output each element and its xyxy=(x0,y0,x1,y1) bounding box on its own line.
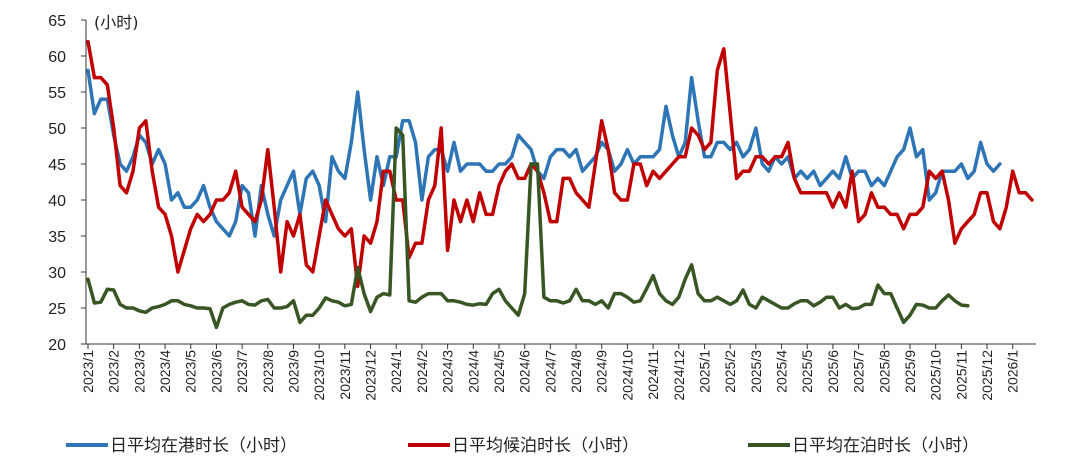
x-tick-label: 2023/6 xyxy=(208,350,224,393)
x-tick-label: 2023/7 xyxy=(234,350,250,393)
x-tick-label: 2025/12 xyxy=(979,350,995,401)
x-tick-label: 2025/8 xyxy=(876,350,892,393)
legend-label-berth-time: 日平均在泊时长（小时） xyxy=(792,436,979,456)
y-tick-label: 45 xyxy=(48,157,66,174)
x-tick-label: 2023/12 xyxy=(363,350,379,401)
x-tick-label: 2024/10 xyxy=(619,350,635,401)
legend: 日平均在港时长（小时） 日平均候泊时长（小时） 日平均在泊时长（小时） xyxy=(66,436,979,456)
y-tick-labels: 20 25 30 35 40 45 50 55 60 65 xyxy=(48,13,86,354)
series-line-berth-time xyxy=(86,126,970,330)
x-tick-label: 2024/4 xyxy=(465,350,481,393)
x-tick-label: 2023/10 xyxy=(311,350,327,401)
x-tick-label: 2025/3 xyxy=(748,350,764,393)
x-tick-label: 2024/9 xyxy=(594,350,610,393)
x-tick-label: 2023/9 xyxy=(285,350,301,393)
x-tick-label: 2025/2 xyxy=(722,350,738,393)
y-tick-label: 55 xyxy=(48,85,66,102)
y-tick-label: 20 xyxy=(48,337,66,354)
x-tick-label: 2024/6 xyxy=(517,350,533,393)
x-tick-label: 2024/12 xyxy=(671,350,687,401)
y-tick-label: 60 xyxy=(48,49,66,66)
y-tick-label: 65 xyxy=(48,13,66,30)
x-tick-label: 2024/11 xyxy=(645,350,661,400)
y-tick-label: 40 xyxy=(48,193,66,210)
x-tick-label: 2024/2 xyxy=(414,350,430,393)
x-tick-label: 2024/5 xyxy=(491,350,507,393)
legend-label-waiting-time: 日平均候泊时长（小时） xyxy=(452,436,639,456)
x-tick-label: 2025/11 xyxy=(953,350,969,400)
x-tick-label: 2025/10 xyxy=(928,350,944,401)
series-lines xyxy=(86,39,1034,330)
x-tick-label: 2025/1 xyxy=(696,350,712,393)
x-tick-label: 2023/5 xyxy=(183,350,199,393)
x-tick-label: 2025/9 xyxy=(902,350,918,393)
x-tick-label: 2023/4 xyxy=(157,350,173,393)
x-tick-label: 2024/8 xyxy=(568,350,584,393)
series-line-port-time xyxy=(86,68,1002,238)
y-axis-unit-label: (小时) xyxy=(94,13,139,32)
x-tick-label: 2024/1 xyxy=(388,350,404,393)
x-tick-label: 2023/2 xyxy=(106,350,122,393)
y-tick-label: 35 xyxy=(48,229,66,246)
legend-label-port-time: 日平均在港时长（小时） xyxy=(110,436,297,456)
x-tick-label: 2025/5 xyxy=(799,350,815,393)
x-tick-label: 2023/3 xyxy=(131,350,147,393)
x-tick-label: 2025/6 xyxy=(825,350,841,393)
y-tick-label: 25 xyxy=(48,301,66,318)
x-tick-label: 2026/1 xyxy=(1005,350,1021,393)
x-tick-label: 2024/3 xyxy=(440,350,456,393)
x-tick-label: 2023/11 xyxy=(337,350,353,400)
y-tick-label: 50 xyxy=(48,121,66,138)
x-tick-label: 2024/7 xyxy=(542,350,558,393)
x-tick-labels: 2023/1 2023/2 2023/3 2023/4 2023/5 2023/6 2023… xyxy=(80,344,1021,401)
x-tick-label: 2025/4 xyxy=(774,350,790,393)
chart-axes xyxy=(85,20,1036,345)
x-tick-label: 2023/1 xyxy=(80,350,96,393)
y-tick-label: 30 xyxy=(48,265,66,282)
x-tick-label: 2025/7 xyxy=(851,350,867,393)
series-line-waiting-time xyxy=(86,39,1034,289)
x-tick-label: 2023/8 xyxy=(260,350,276,393)
